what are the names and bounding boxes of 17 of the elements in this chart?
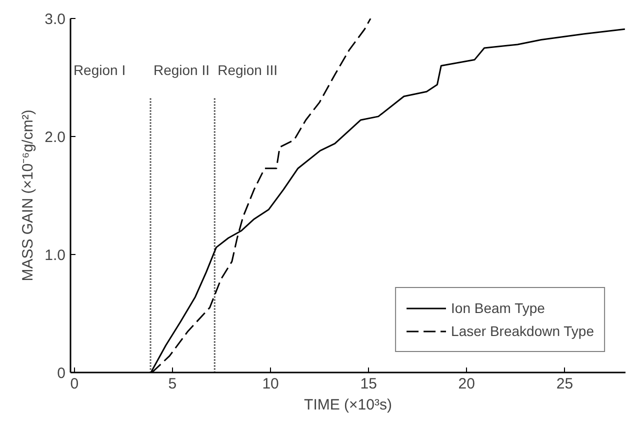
x-tick-label: 15	[360, 376, 377, 392]
y-tick-label: 3.0	[44, 11, 66, 28]
x-tick-label: 25	[556, 376, 574, 392]
x-tick-label: 20	[458, 376, 475, 392]
annotation: Region I	[73, 62, 126, 78]
x-tick-label: 10	[262, 376, 279, 392]
x-tick-label: 5	[168, 376, 177, 392]
legend-label: Laser Breakdown Type	[451, 323, 594, 339]
x-axis-title: TIME (×10³s)	[304, 396, 392, 414]
annotation: Region II	[153, 62, 210, 78]
annotation: Region III	[218, 62, 278, 78]
legend-label: Ion Beam Type	[451, 300, 545, 316]
y-tick-label: 0	[57, 365, 66, 382]
x-tick-label: 0	[70, 376, 79, 392]
y-tick-label: 2.0	[44, 129, 66, 146]
y-axis-title: MASS GAIN (×10⁻⁶g/cm²)	[20, 110, 37, 282]
y-tick-label: 1.0	[44, 247, 66, 264]
